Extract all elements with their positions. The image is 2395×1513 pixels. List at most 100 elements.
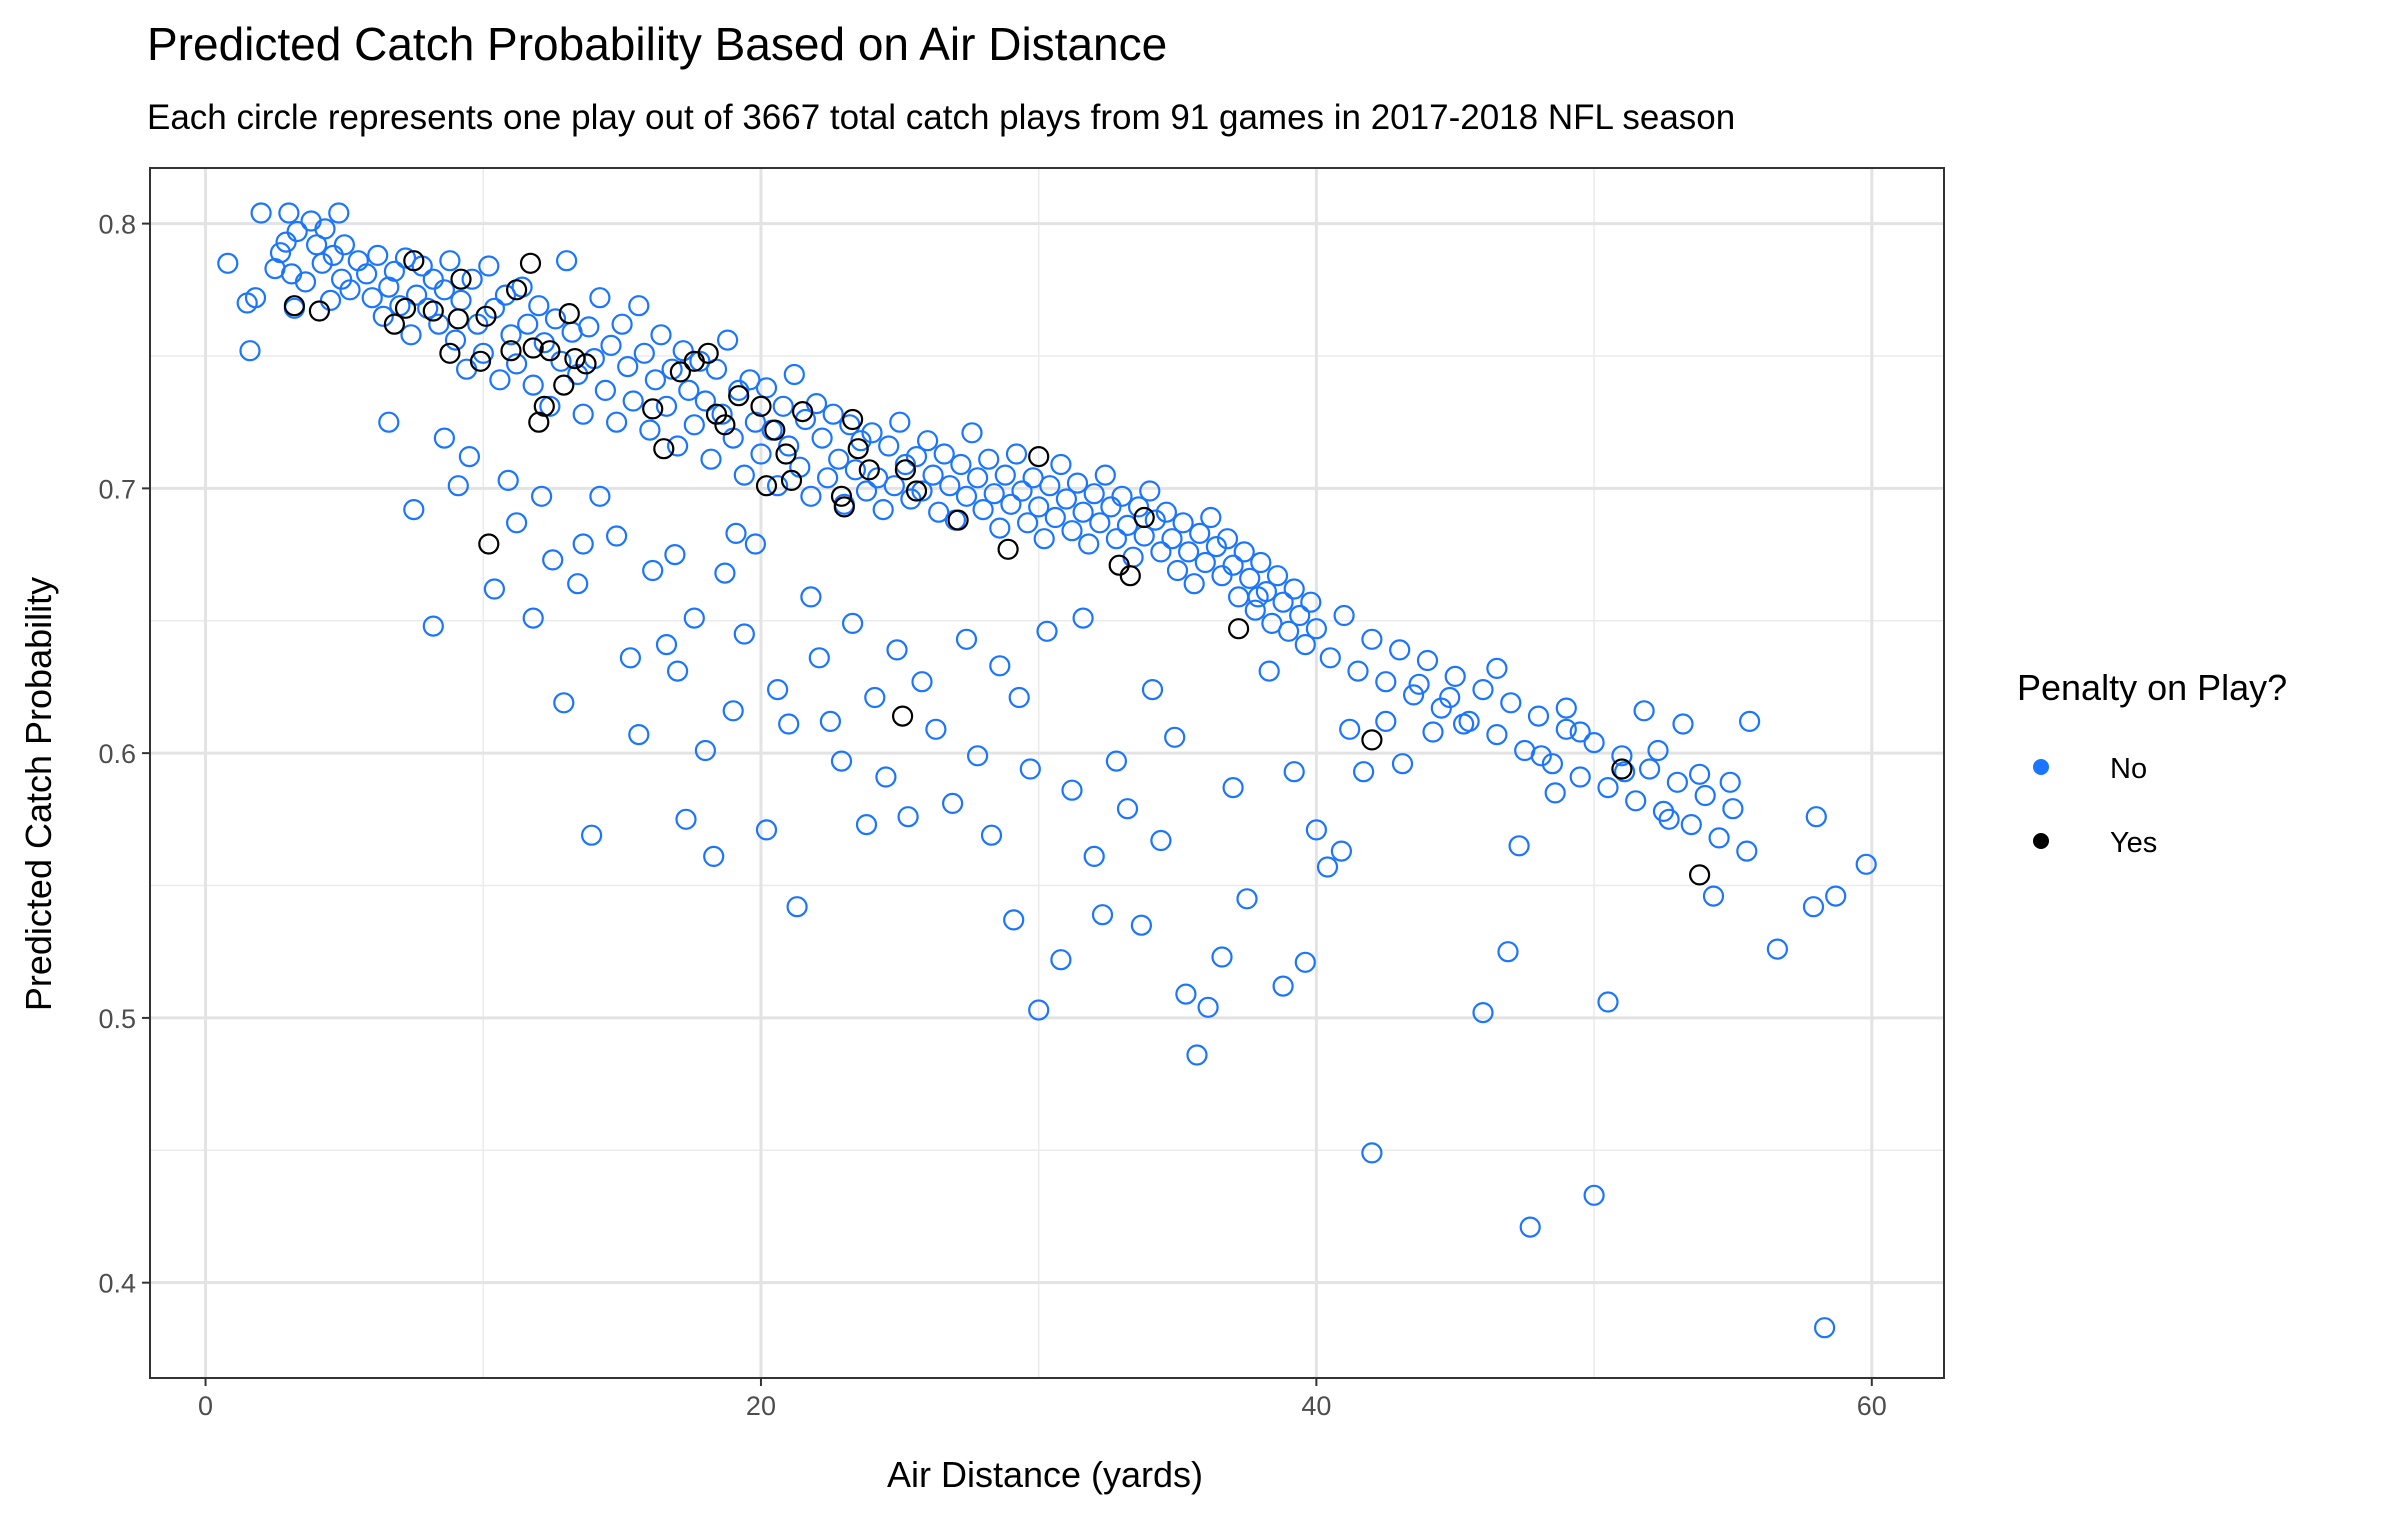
point-no-penalty (328, 202, 350, 224)
point-no-penalty (1688, 763, 1711, 785)
point-no-penalty (1189, 522, 1211, 545)
point-no-penalty (744, 533, 767, 555)
point-no-penalty (1486, 657, 1508, 680)
point-penalty (1133, 506, 1155, 529)
point-no-penalty (1028, 496, 1050, 518)
point-no-penalty (1155, 501, 1178, 523)
point-penalty (519, 252, 542, 274)
point-no-penalty (1738, 710, 1761, 733)
point-no-penalty (589, 485, 611, 507)
point-no-penalty (1658, 808, 1680, 830)
point-no-penalty (400, 324, 422, 346)
point-penalty (439, 342, 461, 364)
point-no-penalty (1361, 628, 1383, 650)
point-no-penalty (1444, 665, 1466, 688)
legend-title: Penalty on Play? (2017, 667, 2287, 708)
point-no-penalty (1283, 761, 1305, 783)
point-no-penalty (294, 271, 317, 293)
point-penalty (394, 297, 417, 319)
point-no-penalty (1105, 750, 1128, 772)
point-no-penalty (950, 453, 972, 476)
point-no-penalty (1116, 798, 1139, 820)
point-no-penalty (1036, 620, 1058, 642)
point-penalty (653, 438, 675, 460)
point-penalty (539, 340, 561, 362)
point-no-penalty (1022, 467, 1044, 489)
point-no-penalty (928, 501, 950, 523)
point-penalty (1119, 565, 1141, 587)
point-no-penalty (828, 448, 850, 470)
point-no-penalty (1019, 758, 1041, 780)
point-no-penalty (878, 435, 900, 457)
point-no-penalty (628, 723, 650, 746)
point-no-penalty (1633, 700, 1655, 722)
point-no-penalty (1486, 723, 1508, 746)
point-no-penalty (800, 485, 822, 507)
point-no-penalty (1408, 673, 1430, 695)
point-no-penalty (1258, 660, 1280, 682)
point-no-penalty (980, 824, 1003, 846)
point-no-penalty (1333, 604, 1355, 627)
point-no-penalty (1083, 845, 1105, 868)
point-no-penalty (356, 263, 378, 285)
point-no-penalty (855, 813, 878, 836)
point-penalty (714, 414, 736, 436)
point-no-penalty (1305, 819, 1328, 841)
point-no-penalty (855, 480, 878, 502)
point-no-penalty (1183, 573, 1205, 595)
point-no-penalty (1028, 999, 1050, 1021)
x-tick-label: 0 (198, 1391, 213, 1421)
point-no-penalty (961, 422, 983, 444)
point-no-penalty (897, 806, 919, 828)
point-no-penalty (1272, 975, 1294, 997)
point-no-penalty (622, 390, 644, 412)
point-no-penalty (1569, 721, 1591, 743)
legend-key-yes (2033, 833, 2049, 849)
point-no-penalty (750, 443, 772, 465)
point-no-penalty (1177, 541, 1200, 563)
point-no-penalty (966, 745, 989, 767)
point-no-penalty (766, 475, 789, 497)
point-penalty (642, 398, 664, 420)
point-no-penalty (1569, 766, 1591, 788)
point-no-penalty (1583, 731, 1605, 754)
point-penalty (1361, 729, 1383, 751)
point-no-penalty (966, 467, 989, 489)
plot-panel (150, 168, 1944, 1378)
point-no-penalty (528, 295, 550, 317)
point-no-penalty (497, 469, 519, 491)
point-no-penalty (1825, 885, 1847, 907)
point-no-penalty (1011, 480, 1033, 502)
point-no-penalty (1416, 649, 1439, 672)
point-penalty (775, 443, 797, 465)
point-no-penalty (1638, 758, 1661, 780)
point-no-penalty (1708, 827, 1730, 849)
point-penalty (728, 385, 750, 407)
point-no-penalty (1625, 790, 1647, 812)
point-penalty (505, 279, 528, 301)
point-no-penalty (1519, 1216, 1541, 1238)
point-no-penalty (1072, 607, 1094, 629)
point-no-penalty (1339, 718, 1361, 740)
point-no-penalty (700, 448, 722, 470)
point-no-penalty (1361, 1142, 1383, 1164)
point-penalty (558, 303, 580, 325)
point-no-penalty (1161, 528, 1183, 550)
point-no-penalty (483, 578, 505, 600)
point-no-penalty (1005, 443, 1028, 465)
point-no-penalty (864, 686, 886, 709)
point-no-penalty (1044, 506, 1066, 529)
point-no-penalty (1583, 1184, 1605, 1206)
point-no-penalty (1597, 776, 1619, 799)
point-penalty (947, 509, 969, 531)
point-no-penalty (522, 607, 544, 629)
x-axis-title: Air Distance (yards) (887, 1454, 1203, 1495)
point-no-penalty (553, 692, 575, 714)
point-no-penalty (339, 279, 361, 301)
x-axis-ticks: 0 20 40 60 (198, 1378, 1887, 1421)
point-no-penalty (972, 499, 994, 521)
point-no-penalty (808, 647, 830, 669)
point-no-penalty (1666, 771, 1689, 793)
point-penalty (1028, 446, 1050, 468)
